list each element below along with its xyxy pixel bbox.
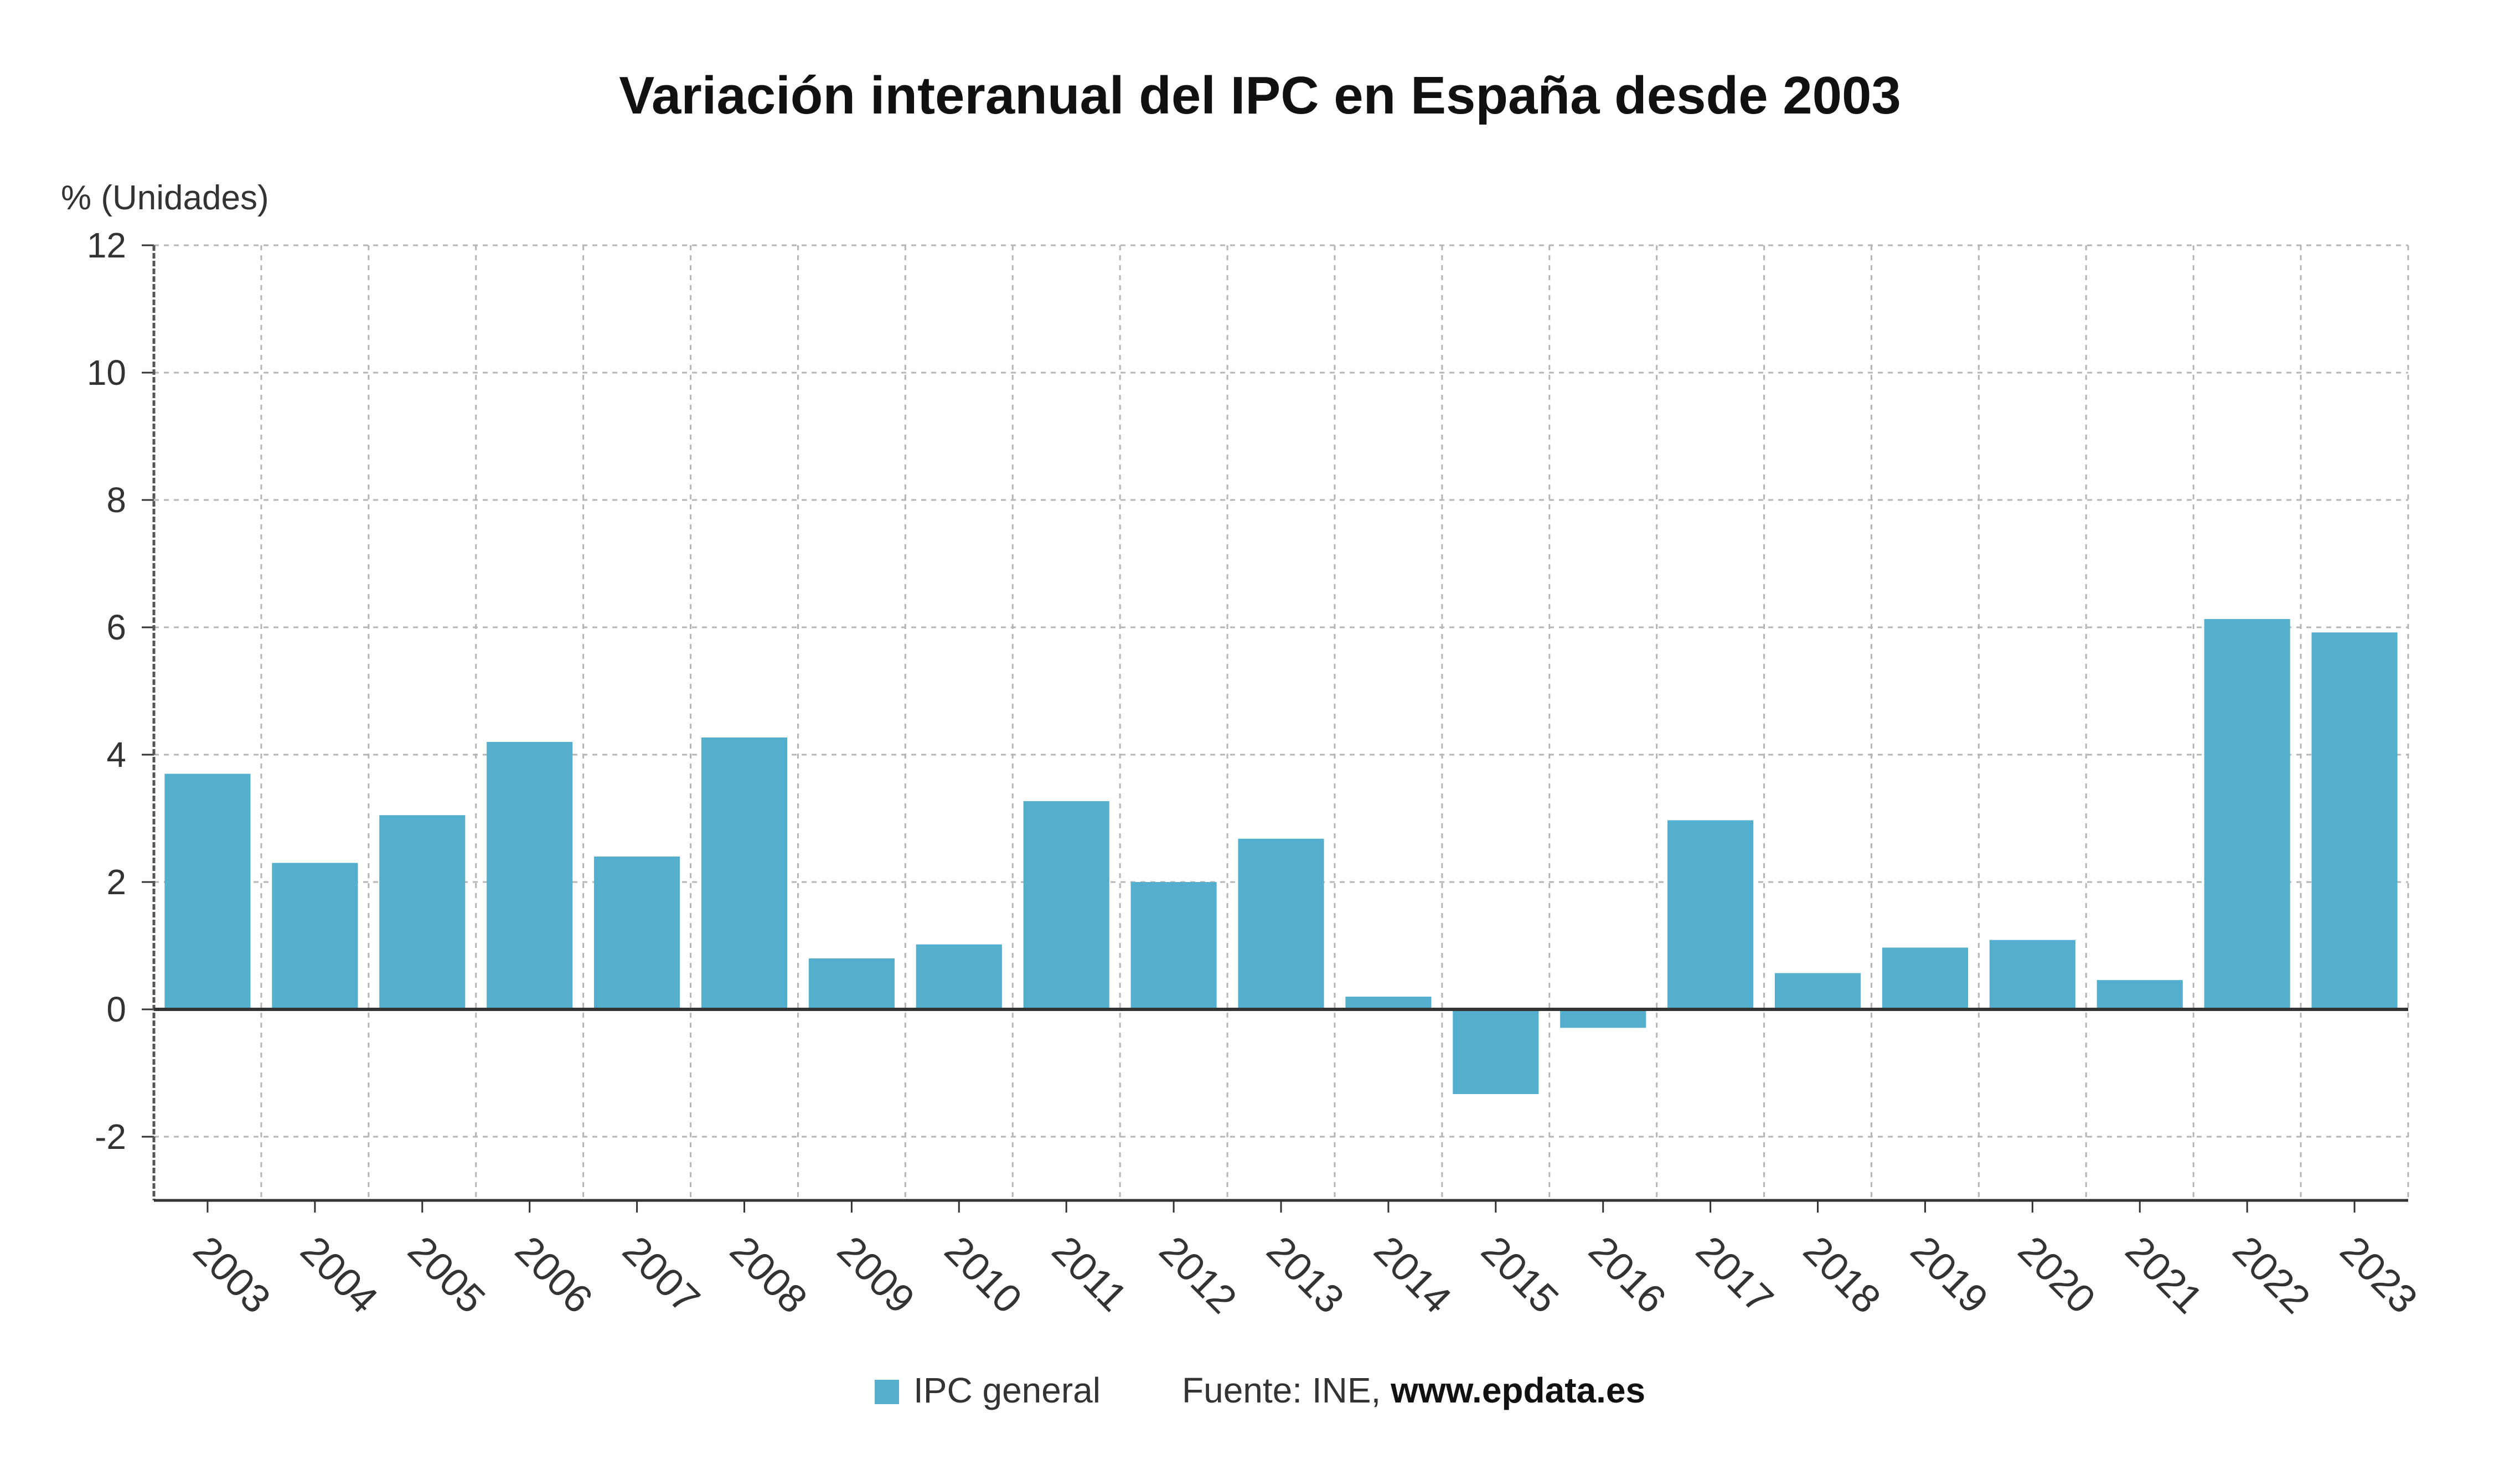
grid-lines	[154, 244, 2409, 1200]
x-tick-label: 2017	[1687, 1228, 1781, 1322]
bar-2012	[1130, 882, 1217, 1009]
bar-2013	[1238, 838, 1324, 1009]
x-tick-label: 2013	[1258, 1228, 1352, 1322]
bar-2021	[2096, 980, 2183, 1009]
y-tick-label: 12	[87, 225, 126, 265]
bar-2018	[1774, 973, 1861, 1009]
bar-2014	[1345, 997, 1432, 1009]
legend-swatch	[875, 1380, 899, 1404]
x-tick-label: 2005	[399, 1228, 493, 1322]
y-axis-label: % (Unidades)	[61, 179, 269, 217]
legend-label: IPC general	[913, 1370, 1101, 1410]
bar-2003	[164, 773, 251, 1009]
x-tick-label: 2021	[2117, 1228, 2211, 1322]
source-site: www.epdata.es	[1390, 1370, 1645, 1410]
bar-2004	[272, 863, 358, 1009]
x-tick-label: 2022	[2224, 1228, 2318, 1322]
y-tick-label: -2	[95, 1117, 126, 1157]
x-tick-label: 2020	[2010, 1228, 2104, 1322]
x-tick-label: 2009	[829, 1228, 923, 1322]
bar-2017	[1667, 820, 1754, 1009]
bars	[164, 619, 2398, 1094]
x-tick-label: 2011	[1044, 1228, 1135, 1320]
chart-title: Variación interanual del IPC en España d…	[619, 66, 1901, 125]
x-tick-label: 2012	[1151, 1228, 1245, 1322]
bar-2022	[2204, 619, 2290, 1009]
y-tick-labels: -2 0 2 4 6 8 10 12	[87, 225, 126, 1157]
y-tick-label: 6	[106, 607, 126, 647]
source-note: Fuente: INE, www.epdata.es	[1182, 1370, 1645, 1410]
y-tick-label: 4	[106, 735, 126, 775]
x-tick-label: 2018	[1795, 1228, 1889, 1322]
bar-2008	[701, 737, 788, 1009]
x-tick-label: 2008	[721, 1228, 815, 1322]
bar-2006	[487, 742, 573, 1009]
legend: IPC general Fuente: INE, www.epdata.es	[875, 1370, 1645, 1410]
x-tick-labels: 2003 2004 2005 2006 2007 2008 2009 2010 2011 2012…	[185, 1228, 2426, 1322]
y-tick-label: 2	[106, 862, 126, 902]
bar-2020	[1989, 940, 2075, 1009]
bar-2009	[808, 958, 895, 1009]
y-tick-label: 0	[106, 989, 126, 1029]
x-tick-label: 2014	[1366, 1228, 1460, 1322]
x-tick-label: 2016	[1580, 1228, 1674, 1322]
x-tick-label: 2015	[1473, 1228, 1567, 1322]
y-tick-label: 10	[87, 353, 126, 393]
x-tick-label: 2004	[292, 1228, 386, 1322]
bar-2011	[1023, 801, 1109, 1009]
bar-2015	[1453, 1009, 1539, 1094]
axes	[142, 244, 2408, 1213]
bar-2016	[1560, 1009, 1646, 1028]
bar-2007	[594, 857, 680, 1009]
source-prefix: Fuente: INE,	[1182, 1370, 1391, 1410]
y-tick-label: 8	[106, 480, 126, 520]
bar-2019	[1882, 947, 1968, 1009]
x-tick-label: 2010	[936, 1228, 1030, 1322]
bar-2023	[2311, 632, 2398, 1009]
bar-2010	[916, 944, 1002, 1009]
x-tick-label: 2019	[1902, 1228, 1996, 1322]
x-tick-label: 2007	[614, 1228, 708, 1322]
x-tick-label: 2023	[2332, 1228, 2426, 1322]
x-tick-label: 2006	[507, 1228, 601, 1322]
bar-2005	[379, 815, 466, 1009]
x-tick-label: 2003	[185, 1228, 279, 1322]
